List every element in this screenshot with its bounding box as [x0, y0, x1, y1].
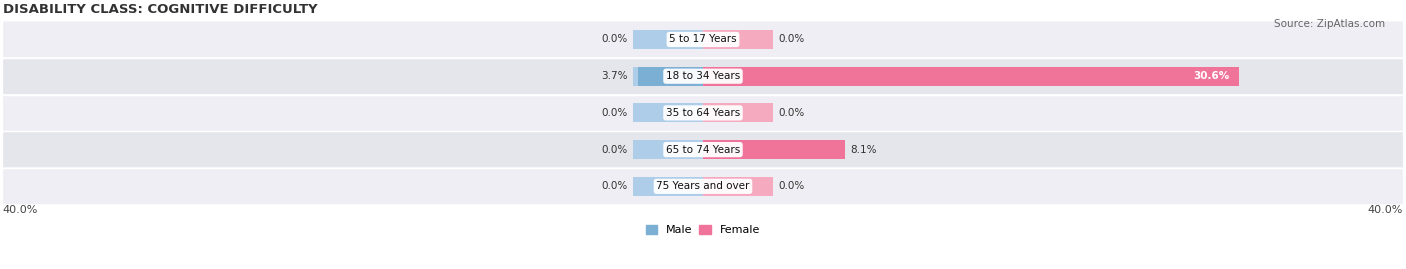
- FancyBboxPatch shape: [3, 58, 1403, 94]
- Text: 40.0%: 40.0%: [1368, 205, 1403, 215]
- Text: 3.7%: 3.7%: [602, 71, 627, 81]
- Bar: [633, 67, 703, 86]
- Text: 0.0%: 0.0%: [779, 108, 804, 118]
- Text: 65 to 74 Years: 65 to 74 Years: [666, 145, 740, 155]
- Bar: [703, 103, 773, 122]
- FancyBboxPatch shape: [3, 168, 1403, 205]
- FancyBboxPatch shape: [3, 21, 1403, 58]
- Bar: [703, 67, 1239, 86]
- Text: 5 to 17 Years: 5 to 17 Years: [669, 34, 737, 44]
- Bar: [703, 67, 1239, 86]
- Bar: [703, 140, 845, 159]
- Text: 0.0%: 0.0%: [602, 108, 627, 118]
- Text: 30.6%: 30.6%: [1194, 71, 1230, 81]
- Bar: [638, 67, 703, 86]
- Bar: [633, 30, 703, 49]
- Text: 0.0%: 0.0%: [602, 34, 627, 44]
- Text: DISABILITY CLASS: COGNITIVE DIFFICULTY: DISABILITY CLASS: COGNITIVE DIFFICULTY: [3, 3, 318, 16]
- Text: 18 to 34 Years: 18 to 34 Years: [666, 71, 740, 81]
- Bar: [703, 140, 845, 159]
- FancyBboxPatch shape: [3, 94, 1403, 131]
- Text: 0.0%: 0.0%: [779, 34, 804, 44]
- Bar: [703, 30, 773, 49]
- Legend: Male, Female: Male, Female: [641, 220, 765, 239]
- Bar: [633, 103, 703, 122]
- Text: 75 Years and over: 75 Years and over: [657, 181, 749, 191]
- Text: 0.0%: 0.0%: [779, 181, 804, 191]
- Bar: [633, 140, 703, 159]
- Text: 0.0%: 0.0%: [602, 145, 627, 155]
- Text: 35 to 64 Years: 35 to 64 Years: [666, 108, 740, 118]
- Text: 8.1%: 8.1%: [851, 145, 876, 155]
- Text: 40.0%: 40.0%: [3, 205, 38, 215]
- Text: 0.0%: 0.0%: [602, 181, 627, 191]
- FancyBboxPatch shape: [3, 131, 1403, 168]
- Bar: [633, 177, 703, 196]
- Bar: [703, 177, 773, 196]
- Text: Source: ZipAtlas.com: Source: ZipAtlas.com: [1274, 19, 1385, 29]
